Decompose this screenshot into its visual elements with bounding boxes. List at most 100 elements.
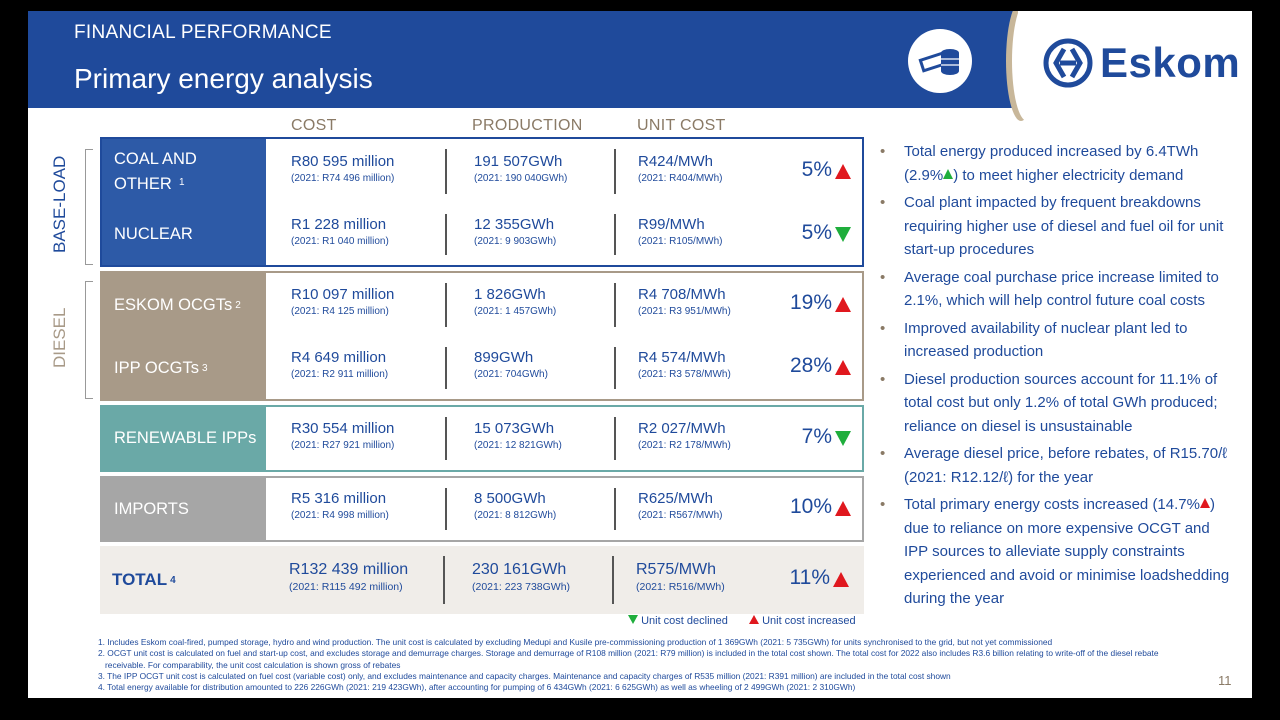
bullet-text-cont: ) due to reliance on more expensive OCGT… [904,496,1230,607]
cell-production-prev: (2021: 190 040GWh) [474,172,568,184]
footnote: 1. Includes Eskom coal-fired, pumped sto… [98,637,1053,647]
cell-production-prev: (2021: 8 812GWh) [474,510,557,521]
footnote: 2. OCGT unit cost is calculated on fuel … [98,648,1159,670]
cell-unit-cost: R4 574/MWh [638,349,726,366]
cell-unit-cost-prev: (2021: R3 578/MWh) [638,369,731,380]
up-triangle-icon [835,163,851,179]
column-separator [445,417,447,460]
cell-production: 12 355GWh [474,215,555,233]
cell-production: 230 161GWh [472,561,567,578]
row-category-label: ESKOM OCGTs [114,295,233,314]
diesel-brace [85,281,93,399]
column-separator [445,149,447,194]
row-category: TOTAL 4 [100,546,264,614]
row-category: ESKOM OCGTs 2 [102,273,266,337]
cell-unit-cost: R99/MWh [638,215,705,233]
row-category-label: TOTAL [112,570,168,589]
table-group-0: COAL AND OTHER 1 R80 595 million (2021: R74… [100,137,864,267]
cell-cost: R10 097 million [291,286,395,303]
bullet-text: Average diesel price, before rebates, of… [904,445,1228,486]
cell-unit-cost: R625/MWh [638,490,714,507]
column-separator [445,347,447,389]
base-load-brace [85,149,93,265]
footnote-ref: 3 [201,362,208,374]
footnote-ref: 4 [170,574,176,586]
eskom-logo: Eskom [1042,37,1240,89]
cell-production-prev: (2021: 704GWh) [474,369,548,380]
table-group-4: TOTAL 4 R132 439 million (2021: R115 492 mi… [100,546,864,614]
row-category-label: IMPORTS [114,499,189,518]
cell-unit-cost-prev: (2021: R516/MWh) [636,581,725,593]
cell-production: 15 073GWh [474,419,555,437]
bullet-text: Total primary energy costs increased (14… [904,496,1200,513]
cell-unit-cost: R424/MWh [638,152,714,170]
side-label-base-load: BASE-LOAD [50,155,69,253]
cell-cost-prev: (2021: R1 040 million) [291,235,389,247]
cell-unit-cost: R2 027/MWh [638,419,726,437]
cell-cost: R5 316 million [291,490,387,507]
page-number: 11 [1218,673,1232,688]
legend-declined: Unit cost declined [628,615,728,627]
cell-unit-cost-prev: (2021: R567/MWh) [638,510,723,521]
bullet-text: Average coal purchase price increase lim… [904,268,1219,310]
up-triangle-icon [833,572,849,587]
bullet-text: Coal plant impacted by frequent breakdow… [904,194,1224,258]
row-category: NUCLEAR [102,204,266,265]
footnote: 4. Total energy available for distributi… [98,682,856,693]
column-separator [445,283,447,327]
row-category: IMPORTS [102,478,266,540]
cell-unit-cost-prev: (2021: R105/MWh) [638,235,723,247]
cell-unit-cost-prev: (2021: R404/MWh) [638,172,723,184]
bullet-text-cont: ) to meet higher electricity demand [953,166,1184,184]
cell-cost-prev: (2021: R74 496 million) [291,172,395,184]
bullet-item: Diesel production sources account for 11… [876,368,1236,439]
down-triangle-icon [835,226,851,242]
column-separator [445,488,447,530]
cell-production-prev: (2021: 223 738GWh) [472,581,571,593]
row-category: RENEWABLE IPPs [102,407,266,470]
footnote-ref: 1 [179,177,185,188]
red-up-triangle-icon [1199,498,1210,508]
cell-production-prev: (2021: 9 903GWh) [474,235,557,247]
column-separator [614,347,616,389]
col-header-unit-cost: UNIT COST [637,117,726,134]
table-group-1: ESKOM OCGTs 2 R10 097 million (2021: R4 125… [100,271,864,401]
change-percent: 28% [789,354,832,377]
column-separator [614,417,616,460]
change-percent: 5% [801,220,832,244]
change-percent: 19% [789,291,832,314]
cell-cost-prev: (2021: R4 998 million) [291,510,389,521]
bullet-item: Average coal purchase price increase lim… [876,266,1236,313]
cell-production: 8 500GWh [474,490,546,507]
money-icon [908,29,972,93]
slide: FINANCIAL PERFORMANCE Primary energy ana… [28,11,1252,698]
table-group-2: RENEWABLE IPPs R30 554 million (2021: R27 … [100,405,864,472]
down-triangle-icon [835,430,851,446]
footnote-ref: 2 [235,299,241,311]
column-separator [614,283,616,327]
section-subtitle: FINANCIAL PERFORMANCE [74,22,332,43]
change-percent: 7% [801,424,832,448]
column-separator [614,214,616,255]
eskom-logo-icon [1043,38,1093,88]
cell-unit-cost: R575/MWh [636,561,717,578]
cell-production: 899GWh [474,349,534,366]
col-header-production: PRODUCTION [472,117,583,134]
col-header-cost: COST [291,117,337,134]
cell-production: 191 507GWh [474,152,563,170]
up-triangle-icon [835,360,851,375]
bullet-list: Total energy produced increased by 6.4TW… [876,140,1236,615]
change-percent: 5% [801,157,832,181]
row-category: COAL AND OTHER 1 [102,139,266,204]
bullet-item: Coal plant impacted by frequent breakdow… [876,191,1236,262]
cell-production: 1 826GWh [474,286,546,303]
row-category-label: NUCLEAR [114,225,193,243]
cell-cost-prev: (2021: R2 911 million) [291,369,389,380]
bullet-text: Total energy produced increased by 6.4TW… [904,143,1199,184]
row-category: IPP OCGTs 3 [102,337,266,399]
cell-unit-cost-prev: (2021: R3 951/MWh) [638,306,731,317]
column-separator [445,214,447,255]
legend-increased-label: Unit cost increased [762,615,856,627]
cell-cost: R1 228 million [291,215,387,233]
cell-cost: R132 439 million [289,561,409,578]
